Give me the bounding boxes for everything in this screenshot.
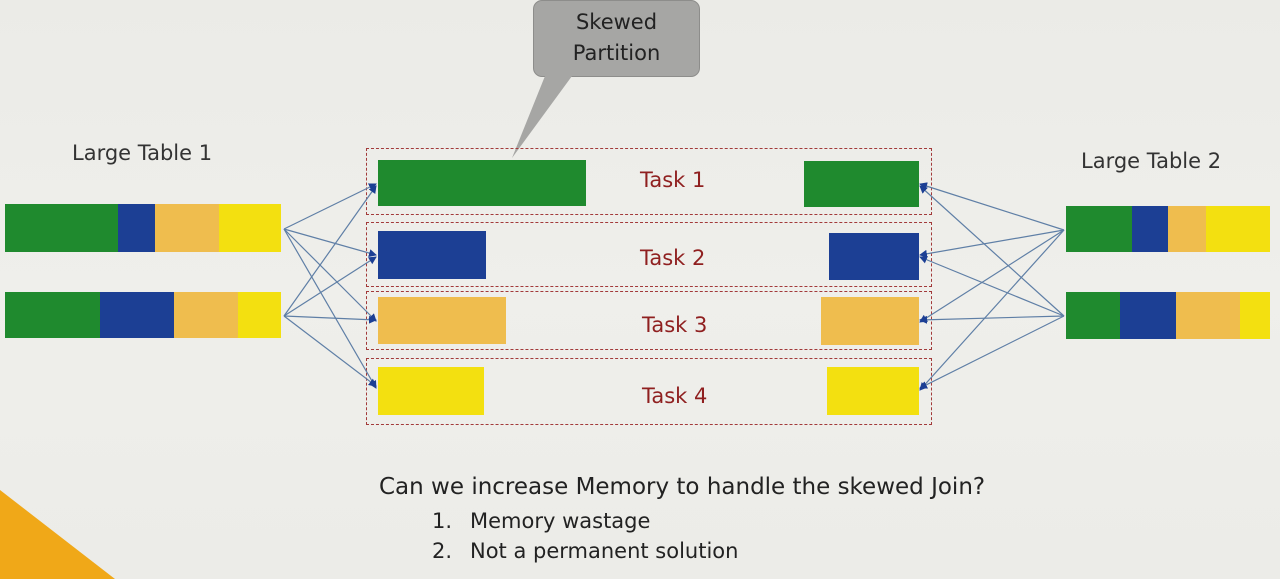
task-2-left-block — [378, 231, 486, 279]
arrow-l2-t3 — [283, 315, 377, 324]
yellow-segment — [1240, 292, 1270, 339]
task-1-left-block — [378, 160, 586, 206]
answer-item: 1. Memory wastage — [432, 506, 738, 536]
task-3-label: Task 3 — [642, 313, 708, 337]
arrow-r2-t3 — [919, 315, 1065, 324]
callout-pointer — [512, 76, 572, 158]
answer-number: 2. — [432, 539, 453, 563]
arrow-r2-t2 — [919, 255, 1065, 317]
task-2-right-block — [829, 233, 919, 280]
task-1-label: Task 1 — [640, 168, 706, 192]
blue-segment — [1120, 292, 1176, 339]
orange-segment — [174, 292, 238, 338]
answer-text: Memory wastage — [470, 509, 651, 533]
yellow-segment — [238, 292, 281, 338]
arrow-r1-t2 — [919, 229, 1065, 258]
task-1-right-block — [804, 161, 919, 207]
question-text: Can we increase Memory to handle the ske… — [379, 474, 986, 500]
orange-segment — [1176, 292, 1240, 339]
arrow-l1-t2 — [283, 228, 377, 257]
blue-segment — [100, 292, 174, 338]
large-table-2-label: Large Table 2 — [1081, 149, 1222, 173]
arrow-l1-t3 — [283, 228, 377, 322]
green-segment — [1066, 206, 1132, 252]
orange-segment — [1168, 206, 1206, 252]
green-segment — [5, 204, 118, 252]
arrow-l1-t4 — [283, 228, 377, 389]
large-table-1-label: Large Table 1 — [72, 141, 213, 165]
task-3-left-block — [378, 297, 506, 344]
answer-list: 1. Memory wastage 2. Not a permanent solut… — [432, 506, 738, 566]
task-3-right-block — [821, 297, 919, 345]
blue-segment — [1132, 206, 1168, 252]
yellow-segment — [1206, 206, 1270, 252]
task-2-box: Task 2 — [366, 222, 932, 287]
left-partition-bar-2 — [5, 292, 281, 338]
arrow-l2-t4 — [283, 315, 377, 387]
corner-accent-shape — [0, 490, 115, 579]
arrow-r2-t1 — [919, 185, 1065, 317]
answer-text: Not a permanent solution — [470, 539, 739, 563]
arrow-l2-t2 — [283, 256, 377, 317]
arrow-r2-t4 — [919, 315, 1065, 389]
arrow-r1-t3 — [919, 229, 1065, 323]
orange-segment — [155, 204, 219, 252]
task-2-label: Task 2 — [640, 246, 706, 270]
right-partition-bar-2 — [1066, 292, 1270, 339]
arrow-l2-t1 — [283, 185, 377, 317]
answer-number: 1. — [432, 509, 453, 533]
task-1-box: Task 1 — [366, 148, 932, 215]
arrow-r1-t1 — [919, 182, 1065, 231]
green-segment — [5, 292, 100, 338]
yellow-segment — [219, 204, 281, 252]
arrow-r1-t4 — [919, 229, 1065, 391]
skewed-partition-callout: Skewed Partition — [533, 0, 700, 77]
green-segment — [1066, 292, 1120, 339]
task-4-right-block — [827, 367, 919, 415]
task-3-box: Task 3 — [366, 291, 932, 350]
task-4-box: Task 4 — [366, 358, 932, 425]
left-partition-bar-1 — [5, 204, 281, 252]
right-partition-bar-1 — [1066, 206, 1270, 252]
callout-line-2: Partition — [572, 41, 661, 65]
callout-line-1: Skewed — [575, 10, 658, 34]
blue-segment — [118, 204, 155, 252]
arrow-l1-t1 — [283, 183, 377, 230]
task-4-left-block — [378, 367, 484, 415]
answer-item: 2. Not a permanent solution — [432, 536, 738, 566]
task-4-label: Task 4 — [642, 384, 708, 408]
